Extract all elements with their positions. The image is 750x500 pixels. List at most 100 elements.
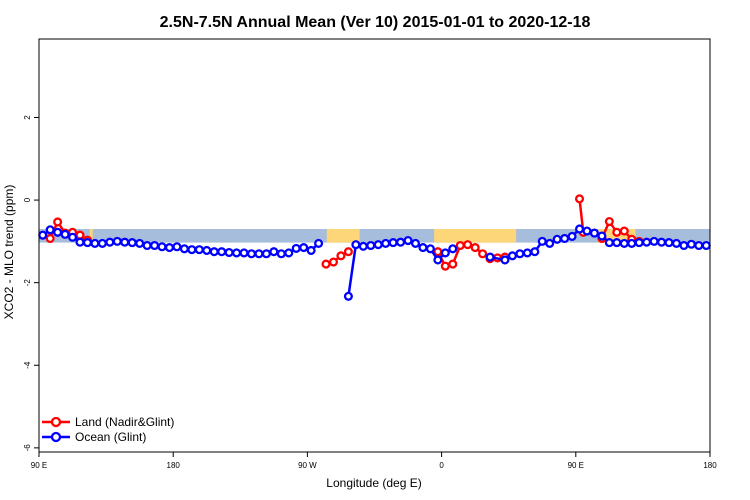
data-point: [38, 230, 48, 240]
data-point: [142, 240, 152, 251]
data-point: [351, 240, 361, 250]
data-point: [68, 232, 78, 242]
data-point: [306, 245, 316, 256]
data-point: [642, 237, 652, 247]
data-point: [90, 238, 100, 248]
data-point: [597, 231, 607, 241]
data-point: [582, 226, 592, 236]
data-point: [612, 238, 622, 248]
x-tick-label: 0: [439, 461, 444, 470]
data-point: [381, 238, 391, 248]
data-point: [515, 249, 525, 259]
data-point: [75, 230, 85, 240]
data-point: [656, 237, 667, 247]
data-point: [567, 231, 577, 241]
chart-title: 2.5N-7.5N Annual Mean (Ver 10) 2015-01-0…: [160, 14, 591, 31]
data-point: [269, 247, 279, 257]
data-point: [105, 237, 115, 247]
data-point: [179, 244, 189, 254]
data-point: [530, 247, 540, 257]
data-point: [485, 252, 495, 262]
data-point: [202, 245, 212, 256]
data-point: [60, 229, 70, 239]
data-point: [246, 249, 257, 259]
land-mask-segment: [89, 228, 93, 243]
series-ocean-glint-: [38, 224, 711, 301]
data-point: [314, 238, 324, 248]
land-mask-segment: [434, 228, 517, 243]
data-point: [671, 238, 681, 248]
data-point: [634, 238, 644, 248]
data-point: [649, 236, 659, 246]
data-point: [463, 240, 473, 250]
x-tick-label: 90 E: [31, 461, 47, 470]
data-point: [619, 238, 629, 248]
data-point: [112, 236, 122, 246]
x-tick-label: 180: [167, 461, 181, 470]
data-point: [45, 225, 55, 235]
legend-marker: [50, 416, 62, 428]
data-point: [97, 238, 107, 248]
data-point: [135, 238, 145, 248]
data-point: [470, 243, 480, 253]
data-point: [276, 249, 286, 259]
data-point: [522, 248, 532, 258]
data-point: [217, 247, 227, 257]
y-axis-label: XCO2 - MLO trend (ppm): [2, 185, 16, 320]
data-point: [448, 259, 458, 269]
data-point: [127, 238, 137, 248]
data-point: [366, 240, 376, 251]
data-point: [574, 224, 585, 234]
data-point: [694, 240, 704, 251]
data-point: [664, 238, 674, 248]
data-point: [537, 236, 547, 246]
legend-label: Ocean (Glint): [75, 430, 146, 444]
data-point: [500, 255, 510, 265]
data-point: [45, 233, 55, 244]
data-point: [701, 240, 711, 251]
legend-marker: [50, 431, 62, 443]
legend-label: Land (Nadir&Glint): [75, 415, 174, 429]
data-point: [560, 233, 570, 244]
data-point: [187, 245, 197, 255]
y-tick-label: -4: [23, 361, 32, 369]
data-point: [224, 247, 234, 258]
data-point: [299, 243, 309, 253]
data-point: [120, 237, 130, 247]
data-point: [410, 238, 421, 248]
data-point: [589, 228, 599, 238]
data-point: [403, 235, 413, 246]
data-point: [232, 248, 242, 258]
data-point: [209, 247, 219, 257]
data-point: [619, 226, 629, 236]
data-point: [164, 243, 175, 253]
data-point: [291, 243, 301, 253]
data-point: [75, 237, 85, 247]
x-axis: 90 E 180 90 W 0 90 E 180: [31, 452, 717, 470]
y-tick-label: -2: [23, 279, 32, 287]
data-point: [373, 240, 383, 250]
data-point: [552, 234, 562, 244]
data-point: [679, 240, 689, 251]
data-point: [150, 240, 160, 251]
data-point: [574, 194, 585, 204]
data-point: [418, 243, 428, 253]
data-point: [440, 248, 450, 258]
data-point: [239, 248, 249, 258]
data-point: [358, 241, 368, 251]
data-point: [53, 227, 63, 237]
y-tick-label: 2: [23, 115, 32, 120]
data-point: [53, 217, 63, 227]
data-point: [343, 247, 353, 257]
data-point: [433, 247, 443, 257]
data-point: [440, 261, 450, 271]
y-axis: 2 0 -2 -4 -6: [23, 115, 39, 451]
x-tick-label: 90 E: [568, 461, 584, 470]
plot-area: [38, 38, 711, 453]
data-point: [507, 251, 517, 261]
data-point: [396, 237, 406, 247]
data-point: [321, 259, 331, 269]
series-layer: [38, 194, 711, 301]
data-point: [388, 238, 398, 248]
